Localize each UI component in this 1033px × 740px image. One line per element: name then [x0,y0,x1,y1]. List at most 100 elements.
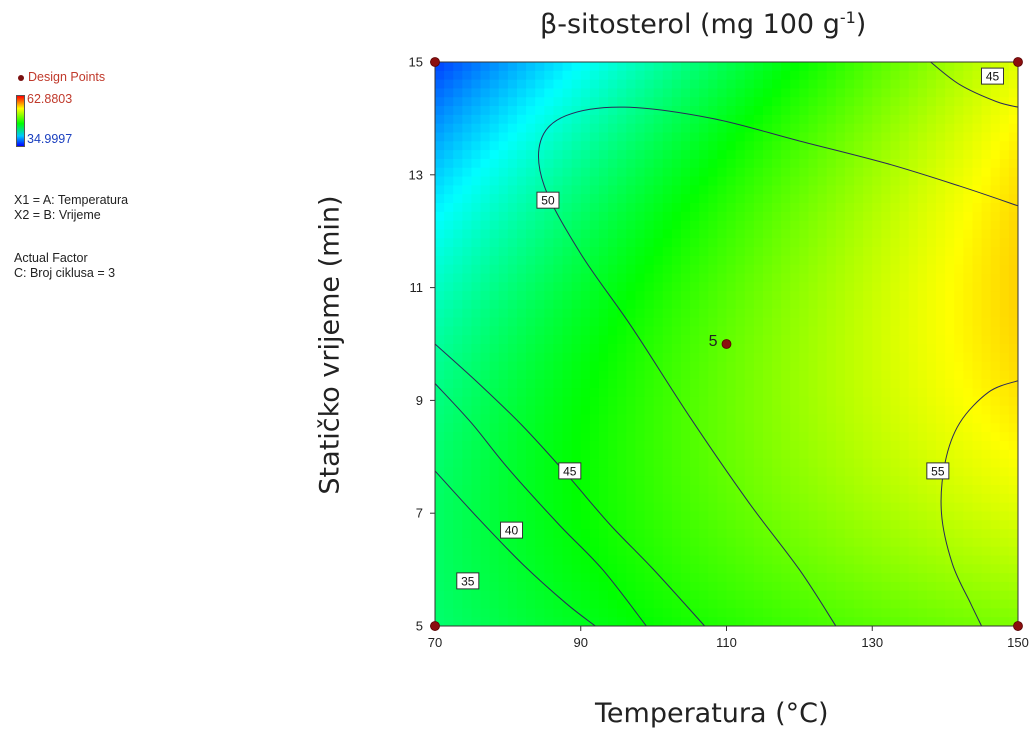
surface-cell [826,423,837,433]
surface-cell [626,211,637,222]
surface-cell [717,167,728,178]
surface-cell [489,79,500,90]
surface-cell [571,352,582,363]
surface-cell [990,573,1001,583]
surface-cell [635,176,646,186]
surface-cell [571,546,582,557]
surface-cell [662,97,673,107]
surface-cell [635,299,646,310]
surface-cell [553,581,564,592]
design-point [1013,57,1023,67]
surface-cell [662,440,673,451]
surface-cell [936,590,946,601]
surface-cell [999,255,1010,266]
surface-cell [726,590,737,601]
surface-cell [762,106,773,116]
surface-cell [744,62,755,72]
surface-cell [963,379,974,389]
surface-cell [544,344,555,354]
surface-cell [644,282,655,292]
surface-cell [726,220,737,231]
surface-cell [535,458,545,468]
surface-cell [1008,511,1018,521]
surface-cell [507,273,518,283]
surface-cell [999,167,1010,178]
surface-cell [644,335,655,345]
surface-cell [553,141,564,151]
surface-cell [617,581,627,592]
surface-cell [635,485,646,495]
surface-cell [635,440,646,451]
surface-cell [471,220,482,231]
surface-cell [799,62,810,72]
surface-cell [717,555,728,565]
surface-cell [799,396,810,407]
surface-cell [608,599,618,609]
surface-cell [999,150,1010,160]
surface-cell [498,141,509,151]
surface-cell [753,211,764,222]
surface-cell [954,476,964,486]
surface-cell [589,361,600,372]
surface-cell [544,141,555,151]
surface-cell [999,229,1010,239]
surface-cell [753,158,764,169]
contour-label-box [558,462,582,480]
surface-cell [981,344,992,354]
surface-cell [963,458,974,468]
surface-cell [981,573,992,583]
surface-cell [453,493,463,504]
surface-cell [899,132,910,142]
surface-cell [480,529,491,539]
surface-cell [589,264,600,275]
surface-cell [671,150,682,160]
surface-cell [526,114,536,125]
surface-cell [990,590,1001,601]
surface-cell [571,185,582,195]
surface-cell [981,255,992,266]
surface-cell [589,590,600,601]
surface-cell [762,405,773,416]
surface-cell [435,185,445,195]
surface-cell [1008,344,1018,354]
surface-cell [890,352,901,363]
surface-cell [790,502,800,513]
surface-cell [772,238,782,248]
surface-cell [516,423,527,433]
surface-cell [963,449,974,460]
surface-cell [444,458,454,468]
surface-cell [726,158,737,169]
surface-cell [908,396,919,407]
surface-cell [1008,167,1018,178]
surface-cell [872,282,882,292]
surface-cell [507,388,518,398]
surface-cell [926,493,937,504]
surface-cell [444,564,454,574]
surface-cell [772,211,782,222]
surface-cell [435,88,445,98]
surface-cell [854,458,864,468]
surface-cell [890,335,901,345]
surface-cell [535,282,545,292]
surface-cell [644,520,655,530]
surface-cell [462,344,473,354]
surface-cell [945,379,955,389]
surface-cell [917,141,928,151]
surface-cell [844,97,855,107]
surface-cell [553,458,564,468]
surface-cell [617,335,627,345]
surface-cell [817,308,828,319]
surface-cell [799,167,810,178]
surface-cell [917,194,928,204]
surface-cell [598,493,609,504]
surface-cell [863,176,873,186]
surface-cell [963,150,974,160]
surface-cell [890,396,901,407]
surface-cell [498,123,509,134]
surface-cell [480,467,491,477]
surface-cell [526,511,536,521]
surface-cell [954,608,964,618]
surface-cell [835,423,846,433]
surface-cell [999,617,1010,626]
surface-cell [617,255,627,266]
